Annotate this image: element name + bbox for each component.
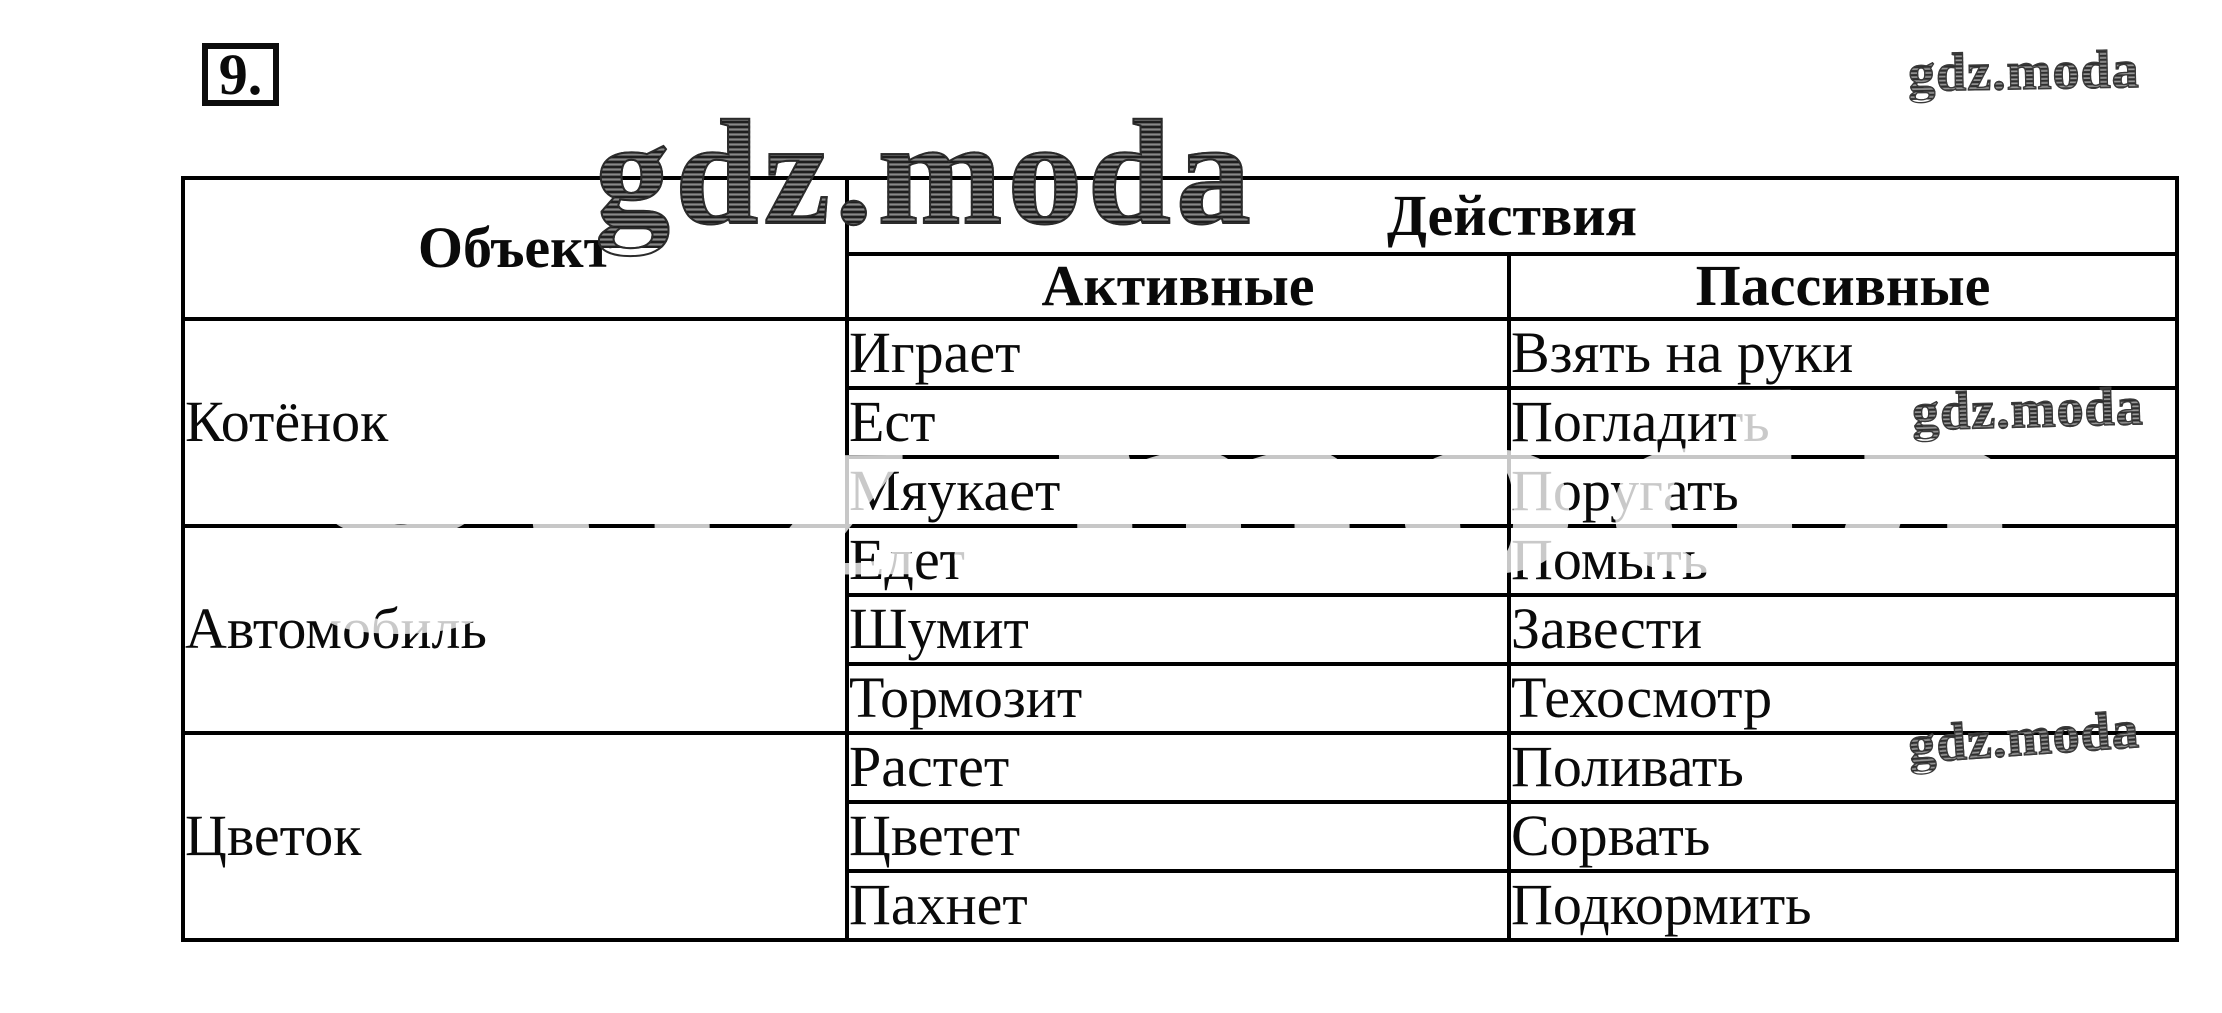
- passive-action-cell: Поливать: [1507, 730, 2179, 804]
- header-row-actions: Объект Действия: [181, 176, 2179, 321]
- passive-action-cell: Сорвать: [1507, 799, 2179, 873]
- table-row: Автомобиль Едет Помыть: [181, 523, 2179, 735]
- active-action-cell: Тормозит: [845, 661, 1511, 735]
- watermark-center-large: gdz.moda: [594, 90, 1256, 256]
- column-header-active: Активные: [845, 252, 1511, 321]
- active-action-cell: Ест: [845, 385, 1511, 459]
- task-number: 9.: [218, 41, 263, 107]
- passive-action-cell: Взять на руки: [1507, 316, 2179, 390]
- table-row: Цветет Сорвать: [183, 799, 2179, 873]
- active-action-cell: Едет: [845, 523, 1511, 597]
- active-action-cell: Мяукает: [845, 454, 1511, 528]
- table-row: Тормозит Техосмотр: [183, 661, 2179, 735]
- table-row: Мяукает Поругать: [183, 454, 2179, 528]
- active-action-cell: Цветет: [845, 799, 1511, 873]
- watermark-top-right: gdz.moda: [1907, 38, 2141, 104]
- passive-action-cell: Помыть: [1507, 523, 2179, 597]
- table-row: Цветок Растет Поливать: [181, 730, 2179, 942]
- active-action-cell: Растет: [845, 730, 1511, 804]
- table-row: Шумит Завести: [183, 592, 2179, 666]
- passive-action-cell: Поругать: [1507, 454, 2179, 528]
- column-header-passive: Пассивные: [1507, 252, 2179, 321]
- passive-action-cell: Погладить: [1507, 385, 2179, 459]
- passive-action-cell: Техосмотр: [1507, 661, 2179, 735]
- table-row: Пахнет Подкормить: [183, 868, 2179, 942]
- table-row: Ест Погладить: [183, 385, 2179, 459]
- table-row: Котёнок Играет Взять на руки: [181, 316, 2179, 528]
- column-header-actions: Действия: [845, 176, 2179, 256]
- object-cell-car: Автомобиль: [181, 523, 849, 735]
- passive-action-cell: Подкормить: [1507, 868, 2179, 942]
- objects-actions-table: Объект Действия Активные Пассивные Котён…: [181, 176, 2179, 942]
- column-header-object: Объект: [181, 176, 849, 321]
- active-action-cell: Пахнет: [845, 868, 1511, 942]
- task-number-box: 9.: [202, 43, 279, 106]
- header-row-action-types: Активные Пассивные: [183, 252, 2179, 321]
- active-action-cell: Шумит: [845, 592, 1511, 666]
- object-cell-kitten: Котёнок: [181, 316, 849, 528]
- watermark-middle-right: gdz.moda: [1911, 375, 2145, 443]
- passive-action-cell: Завести: [1507, 592, 2179, 666]
- active-action-cell: Играет: [845, 316, 1511, 390]
- object-cell-flower: Цветок: [181, 730, 849, 942]
- watermark-ghost-overlay: gdz.moda: [304, 337, 2043, 634]
